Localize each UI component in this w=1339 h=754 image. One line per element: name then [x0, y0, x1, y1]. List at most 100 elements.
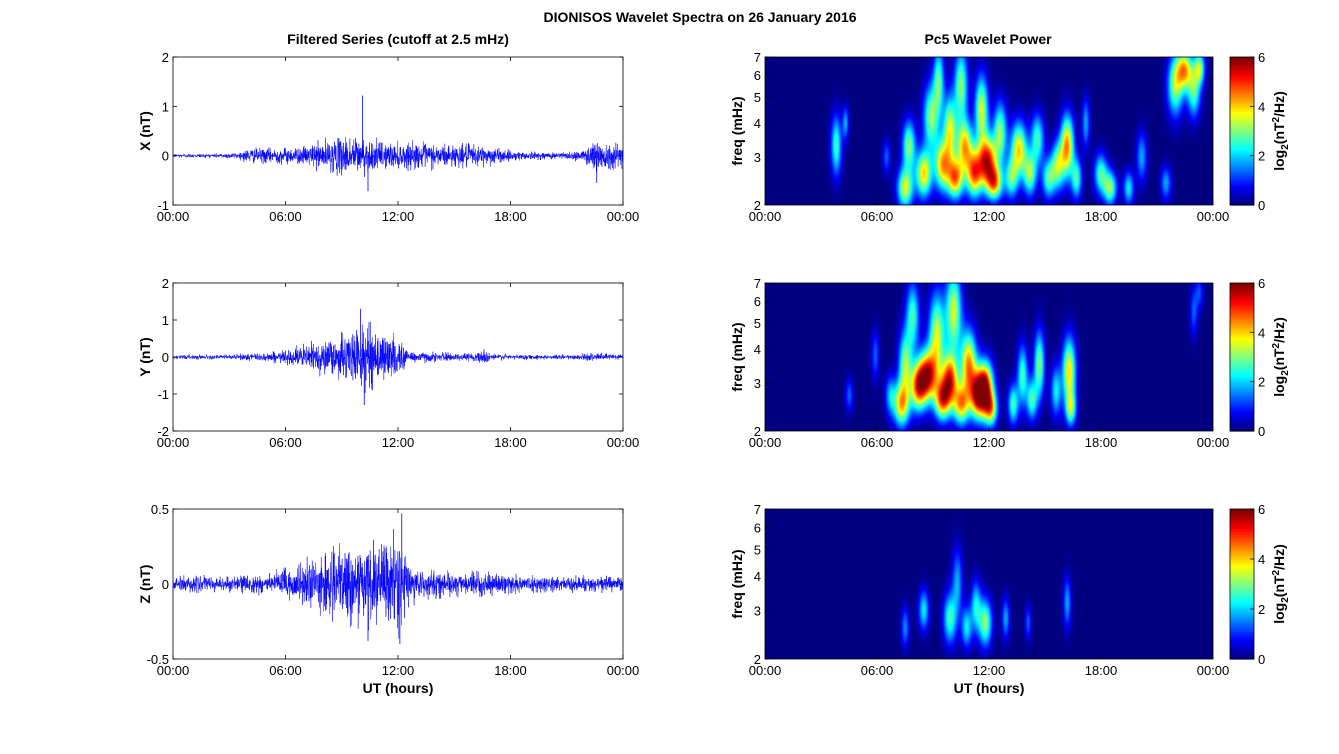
- wavelet-z-colorbar-segment: [1230, 586, 1254, 590]
- wavelet-y-ytick-label: 2: [754, 424, 761, 439]
- wavelet-x-colorbar-segment: [1230, 66, 1254, 70]
- series-x-xtick-label: 18:00: [494, 209, 527, 224]
- wavelet-y-colorbar-segment: [1230, 315, 1254, 319]
- series-z-xtick-label: 00:00: [607, 663, 640, 678]
- wavelet-y-colorbar-segment: [1230, 386, 1254, 390]
- wavelet-z-colorbar-segment: [1230, 531, 1254, 535]
- wavelet-z-colorbar-segment: [1230, 556, 1254, 560]
- wavelet-x-colorbar-segment: [1230, 192, 1254, 196]
- wavelet-y-colorbar-segment: [1230, 337, 1254, 341]
- series-x-ytick-label: 2: [162, 50, 169, 65]
- wavelet-x-colorbar-segment: [1230, 86, 1254, 90]
- wavelet-z-colorbar-segment: [1230, 569, 1254, 573]
- wavelet-z-colorbar-segment: [1230, 596, 1254, 600]
- wavelet-z-colorbar-segment: [1230, 584, 1254, 588]
- wavelet-x-colorbar-segment: [1230, 170, 1254, 174]
- wavelet-y-colorbar-segment: [1230, 381, 1254, 385]
- wavelet-x-colorbar-segment: [1230, 103, 1254, 107]
- figure-title: DIONISOS Wavelet Spectra on 26 January 2…: [543, 9, 856, 25]
- wavelet-x-ylabel: freq (mHz): [729, 96, 745, 165]
- wavelet-z-colorbar-segment: [1230, 616, 1254, 620]
- wavelet-z-colorbar-segment: [1230, 541, 1254, 545]
- series-y-panel: -2 -1 0 1 2 00:00 06:00 12:00 18:00 00:00 Y (nT): [137, 276, 639, 450]
- wavelet-y-colorbar-segment: [1230, 312, 1254, 316]
- wavelet-z-colorbar-segment: [1230, 539, 1254, 543]
- wavelet-z-colorbar-segment: [1230, 641, 1254, 645]
- wavelet-y-colorbar-segment: [1230, 329, 1254, 333]
- wavelet-z-colorbar-tick-label: 0: [1258, 652, 1265, 667]
- wavelet-x-colorbar-segment: [1230, 126, 1254, 130]
- wavelet-z-colorbar-segment: [1230, 629, 1254, 633]
- wavelet-y-colorbar-box: [1229, 282, 1255, 432]
- wavelet-z-colorbar-segment: [1230, 519, 1254, 523]
- wavelet-z-colorbar-segment: [1230, 509, 1254, 513]
- wavelet-x-colorbar-segment: [1230, 59, 1254, 63]
- wavelet-z-colorbar-tick-label: 2: [1258, 602, 1265, 617]
- wavelet-z-colorbar-segment: [1230, 551, 1254, 555]
- wavelet-z-ytick-label: 2: [754, 652, 761, 667]
- right-column-title: Pc5 Wavelet Power: [924, 31, 1052, 47]
- wavelet-x-ytick-label: 6: [754, 68, 761, 83]
- series-x-axes-box: [172, 56, 624, 206]
- series-z-xtick-label: 18:00: [494, 663, 527, 678]
- wavelet-y-colorbar-segment: [1230, 398, 1254, 402]
- wavelet-z-colorbar-segment: [1230, 526, 1254, 530]
- wavelet-z-colorbar-segment: [1230, 644, 1254, 648]
- wavelet-y-colorbar-segment: [1230, 285, 1254, 289]
- wavelet-z-colorbar-segment: [1230, 611, 1254, 615]
- series-y-xtick-label: 12:00: [382, 435, 415, 450]
- wavelet-x-colorbar-segment: [1230, 160, 1254, 164]
- wavelet-z-colorbar-segment: [1230, 554, 1254, 558]
- series-y-xtick-label: 00:00: [157, 435, 190, 450]
- wavelet-y-colorbar-segment: [1230, 307, 1254, 311]
- wavelet-x-colorbar-segment: [1230, 61, 1254, 65]
- wavelet-z-colorbar-segment: [1230, 599, 1254, 603]
- wavelet-y-colorbar-segment: [1230, 354, 1254, 358]
- wavelet-z-colorbar-segment: [1230, 521, 1254, 525]
- wavelet-y-colorbar-segment: [1230, 339, 1254, 343]
- wavelet-x-colorbar-segment: [1230, 81, 1254, 85]
- wavelet-x-colorbar-segment: [1230, 64, 1254, 68]
- wavelet-z-colorbar-segment: [1230, 634, 1254, 638]
- wavelet-z-colorbar-segment: [1230, 514, 1254, 518]
- wavelet-y-colorbar-segment: [1230, 369, 1254, 373]
- series-y-trace: [172, 321, 624, 394]
- wavelet-z-ytick-label: 4: [754, 569, 761, 584]
- wavelet-z-colorbar-box: [1229, 508, 1255, 660]
- wavelet-z-xtick-label: 00:00: [749, 663, 782, 678]
- wavelet-z-xtick-label: 06:00: [861, 663, 894, 678]
- wavelet-z-colorbar-segment: [1230, 536, 1254, 540]
- wavelet-z-ytick-label: 7: [754, 502, 761, 517]
- wavelet-x-colorbar-segment: [1230, 113, 1254, 117]
- wavelet-y-colorbar-segment: [1230, 401, 1254, 405]
- series-z-xlabel: UT (hours): [363, 680, 434, 696]
- wavelet-y-colorbar-segment: [1230, 292, 1254, 296]
- wavelet-x-colorbar-segment: [1230, 84, 1254, 88]
- wavelet-y-xtick-label: 00:00: [749, 435, 782, 450]
- series-z-ylabel: Z (nT): [137, 565, 153, 604]
- wavelet-y-colorbar-segment: [1230, 347, 1254, 351]
- wavelet-y-colorbar-tick-label: 2: [1258, 375, 1265, 390]
- series-y-xtick-label: 06:00: [269, 435, 302, 450]
- wavelet-x-colorbar-tick-label: 0: [1258, 198, 1265, 213]
- wavelet-x-colorbar-segment: [1230, 145, 1254, 149]
- wavelet-z-colorbar-segment: [1230, 646, 1254, 650]
- series-z-xtick-label: 12:00: [382, 663, 415, 678]
- wavelet-y-colorbar-segment: [1230, 290, 1254, 294]
- wavelet-z-colorbar-segment: [1230, 524, 1254, 528]
- wavelet-x-colorbar-segment: [1230, 116, 1254, 120]
- series-y-ytick-label: -2: [157, 424, 169, 439]
- wavelet-y-xtick-label: 00:00: [1197, 435, 1230, 450]
- wavelet-y-colorbar-segment: [1230, 352, 1254, 356]
- wavelet-z-colorbar-segment: [1230, 651, 1254, 655]
- wavelet-y-ytick-label: 6: [754, 294, 761, 309]
- wavelet-x-colorbar-segment: [1230, 118, 1254, 122]
- wavelet-x-colorbar-segment: [1230, 185, 1254, 189]
- wavelet-y-colorbar-segment: [1230, 287, 1254, 291]
- wavelet-y-ytick-label: 4: [754, 342, 761, 357]
- wavelet-x-colorbar-segment: [1230, 165, 1254, 169]
- wavelet-z-colorbar-segment: [1230, 591, 1254, 595]
- wavelet-y-panel: 2 3 4 5 6 7 00:00 06:00 12:00 18:00 00:00 freq (mHz…: [729, 276, 1291, 450]
- wavelet-y-xtick-label: 18:00: [1085, 435, 1118, 450]
- series-z-xtick-label: 00:00: [157, 663, 190, 678]
